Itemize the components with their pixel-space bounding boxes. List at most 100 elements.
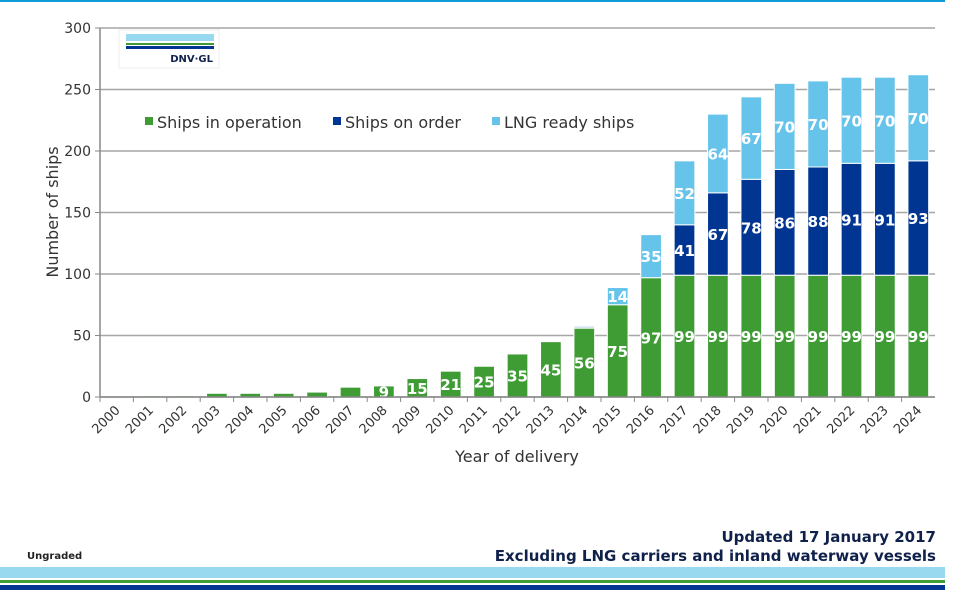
- data-label: 88: [808, 213, 829, 231]
- x-tick-label: 2012: [490, 403, 524, 437]
- legend-swatch: [492, 117, 500, 125]
- bar-segment: [840, 76, 863, 164]
- data-label: 75: [607, 343, 628, 361]
- x-tick-label: 2003: [190, 403, 224, 437]
- x-tick-label: 2022: [824, 403, 858, 437]
- x-tick-label: 2020: [758, 403, 792, 437]
- x-tick-label: 2011: [457, 403, 491, 437]
- legend-swatch: [145, 117, 153, 125]
- bar-segment: [673, 160, 696, 226]
- x-tick-label: 2005: [257, 403, 291, 437]
- data-label: 35: [507, 367, 528, 385]
- y-tick-label: 0: [82, 390, 91, 406]
- x-tick-label: 2004: [223, 403, 257, 437]
- classification-label: Ungraded: [27, 551, 83, 562]
- dnv-gl-logo: DNV·GL: [118, 29, 220, 69]
- y-tick-label: 250: [64, 83, 91, 99]
- logo-band-light: [126, 34, 214, 41]
- data-label: 67: [741, 130, 762, 148]
- legend-label: Ships in operation: [157, 113, 302, 132]
- x-tick-label: 2013: [524, 403, 558, 437]
- data-label: 41: [674, 242, 695, 260]
- legend-swatch: [333, 117, 341, 125]
- data-label: 97: [641, 329, 662, 347]
- data-label: 70: [841, 112, 862, 130]
- y-tick-label: 50: [73, 329, 91, 345]
- bar-segment: [339, 386, 362, 398]
- legend-label: Ships on order: [345, 113, 461, 132]
- data-label: 78: [741, 219, 762, 237]
- logo-band-green: [126, 43, 214, 45]
- data-label: 91: [874, 211, 895, 229]
- x-tick-label: 2014: [557, 403, 591, 437]
- exclusion-note: Excluding LNG carriers and inland waterw…: [494, 547, 936, 565]
- data-label: 21: [440, 376, 461, 394]
- data-label: 70: [874, 112, 895, 130]
- top-rule: [0, 0, 945, 2]
- x-tick-label: 2009: [390, 403, 424, 437]
- data-label: 99: [908, 328, 929, 346]
- data-label: 99: [741, 328, 762, 346]
- x-tick-label: 2019: [724, 403, 758, 437]
- data-label: 99: [808, 328, 829, 346]
- bar-segment: [773, 82, 796, 170]
- x-tick-label: 2002: [156, 403, 190, 437]
- data-label: 99: [674, 328, 695, 346]
- data-label: 99: [841, 328, 862, 346]
- data-label: 99: [874, 328, 895, 346]
- data-label: 25: [474, 374, 495, 392]
- x-tick-label: 2000: [90, 403, 124, 437]
- data-label: 93: [908, 210, 929, 228]
- bar-segment: [573, 325, 596, 328]
- y-tick-label: 200: [64, 144, 91, 160]
- data-label: 15: [407, 380, 428, 398]
- y-tick-label: 100: [64, 267, 91, 283]
- data-label: 67: [707, 226, 728, 244]
- data-label: 35: [641, 248, 662, 266]
- data-label: 56: [574, 355, 595, 373]
- x-tick-label: 2018: [691, 403, 725, 437]
- x-tick-label: 2016: [624, 403, 658, 437]
- y-tick-label: 150: [64, 206, 91, 222]
- x-tick-label: 2024: [891, 403, 925, 437]
- footer-band-blue: [0, 585, 945, 590]
- data-label: 70: [808, 116, 829, 134]
- legend-label: LNG ready ships: [504, 113, 634, 132]
- bar-segment: [707, 113, 729, 194]
- data-label: 45: [540, 361, 561, 379]
- x-tick-label: 2010: [424, 403, 458, 437]
- data-label: 64: [707, 145, 728, 163]
- data-label: 70: [774, 118, 795, 136]
- data-label: 14: [607, 288, 628, 306]
- data-label: 91: [841, 211, 862, 229]
- bar-segment: [740, 96, 763, 180]
- x-tick-label: 2007: [323, 403, 357, 437]
- logo-band-blue: [126, 46, 214, 49]
- x-tick-label: 2008: [357, 403, 391, 437]
- footer-band-light: [0, 567, 945, 578]
- x-tick-label: 2006: [290, 403, 324, 437]
- bar-segment: [606, 287, 629, 306]
- logo-text: DNV·GL: [170, 54, 213, 65]
- data-label: 99: [774, 328, 795, 346]
- data-label: 86: [774, 214, 795, 232]
- y-axis-title: Number of ships: [43, 146, 62, 277]
- data-label: 9: [379, 383, 389, 401]
- data-label: 70: [908, 110, 929, 128]
- updated-note: Updated 17 January 2017: [721, 528, 936, 546]
- bar-segment: [640, 234, 662, 279]
- x-tick-label: 2001: [123, 403, 157, 437]
- bar-segment: [874, 76, 896, 164]
- x-tick-label: 2023: [858, 403, 892, 437]
- x-axis-title: Year of delivery: [454, 447, 579, 466]
- bar-segment: [907, 74, 930, 162]
- y-tick-label: 300: [64, 21, 91, 37]
- x-tick-label: 2015: [591, 403, 625, 437]
- x-tick-label: 2017: [657, 403, 691, 437]
- data-label: 99: [707, 328, 728, 346]
- footer-band-green: [0, 580, 945, 583]
- bar-segment: [807, 80, 829, 168]
- x-tick-label: 2021: [791, 403, 825, 437]
- data-label: 52: [674, 185, 695, 203]
